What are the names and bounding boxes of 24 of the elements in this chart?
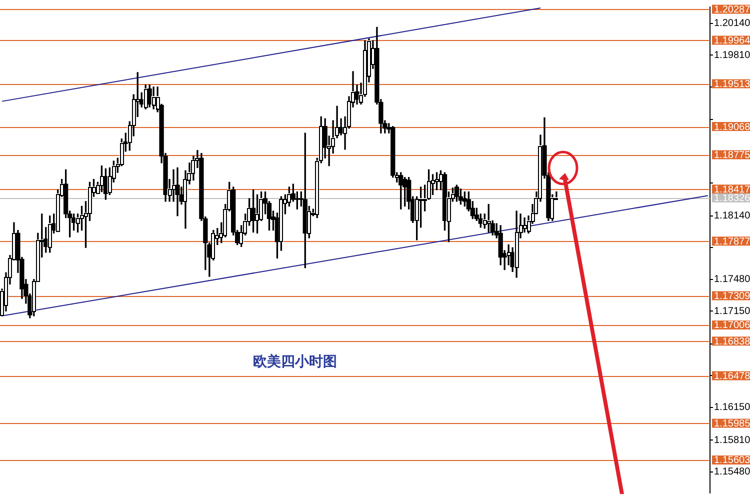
ref-line-label: 1.18326 [714,193,750,204]
y-tick-label: 1.18140 [714,210,750,222]
ref-line-label: 1.15603 [714,455,750,466]
ref-line-label: 1.19964 [714,36,750,47]
ref-line-label: 1.20287 [714,4,750,16]
y-tick-label: 1.15810 [714,434,750,446]
y-tick-label: 1.17150 [714,306,750,317]
ref-line-label: 1.19068 [714,122,750,133]
ref-line-label: 1.18775 [714,150,750,161]
y-tick-label: 1.20140 [714,18,750,30]
y-tick-label: 1.19810 [714,50,750,61]
ref-line-label: 1.18417 [714,184,750,196]
ref-line-label: 1.16838 [714,336,750,348]
text: 欧美四小时图 [253,353,337,371]
ref-line-label: 1.17877 [714,236,750,248]
ref-line-label: 1.17006 [714,320,750,332]
ref-line-label: 1.15985 [714,418,750,430]
ref-line-label: 1.16478 [714,371,750,382]
y-tick-label: 1.15480 [714,466,750,478]
ref-line-label: 1.17309 [714,291,750,302]
y-tick-label: 1.17480 [714,274,750,286]
y-tick-label: 1.16150 [714,402,750,414]
ref-line-label: 1.19513 [714,78,750,90]
candlestick [175,167,180,216]
